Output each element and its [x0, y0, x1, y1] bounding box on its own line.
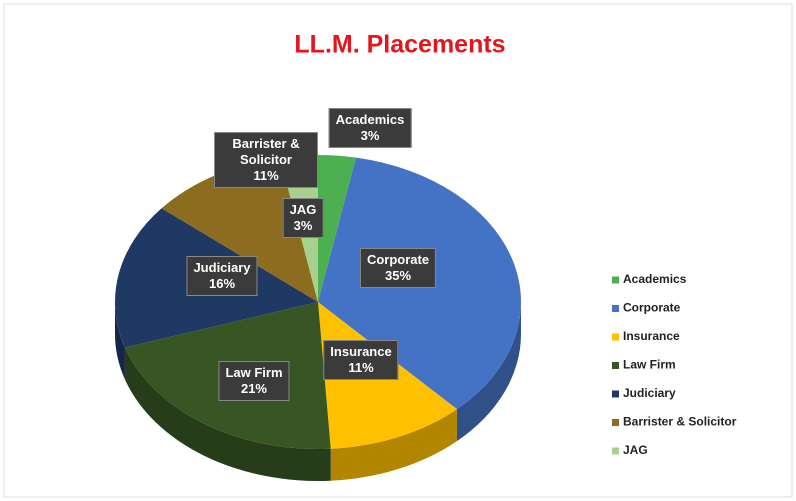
- slice-side: [115, 302, 125, 380]
- data-label: Academics 3%: [328, 108, 412, 148]
- data-label-value: 11%: [253, 168, 279, 183]
- legend-swatch: [612, 276, 619, 284]
- data-label-name: Law Firm: [225, 365, 283, 380]
- chart-title: LL.M. Placements: [294, 31, 505, 59]
- legend-swatch: [612, 362, 619, 369]
- data-label: Corporate 35%: [359, 248, 437, 288]
- slice: [318, 155, 357, 302]
- slice-side: [124, 347, 331, 481]
- data-label-name: Academics: [335, 112, 405, 127]
- data-label-value: 21%: [240, 381, 268, 396]
- data-label-name: Barrister & Solicitor: [232, 136, 300, 167]
- data-label-name: Insurance: [330, 344, 392, 359]
- data-label-value: 11%: [348, 360, 374, 375]
- data-label-name: Corporate: [366, 252, 430, 267]
- slice-side: [330, 409, 457, 481]
- legend-swatch: [612, 305, 619, 312]
- legend-label: Corporate: [623, 301, 681, 315]
- legend-label: Judiciary: [623, 386, 676, 400]
- data-label: Law Firm 21%: [218, 361, 290, 401]
- data-label: JAG 3%: [282, 198, 324, 238]
- data-label-value: 3%: [293, 218, 313, 233]
- data-label: Barrister & Solicitor 11%: [214, 132, 318, 188]
- data-label-value: 3%: [360, 128, 380, 143]
- legend-label: Barrister & Solicitor: [623, 415, 737, 429]
- data-label: Judiciary 16%: [186, 256, 258, 296]
- legend-label: JAG: [623, 443, 648, 457]
- legend-label: Academics: [623, 272, 687, 286]
- data-label-value: 16%: [208, 276, 236, 291]
- legend-swatch: [612, 447, 619, 455]
- legend-swatch: [612, 419, 619, 426]
- legend-swatch: [612, 333, 619, 341]
- legend-label: Law Firm: [623, 358, 676, 372]
- data-label: Insurance 11%: [323, 340, 399, 380]
- data-label-name: JAG: [289, 202, 317, 217]
- data-label-name: Judiciary: [193, 260, 251, 275]
- slice: [161, 157, 318, 302]
- slice-side: [456, 302, 521, 442]
- data-label-value: 35%: [384, 268, 412, 283]
- legend-label: Insurance: [623, 329, 680, 343]
- legend-swatch: [612, 390, 619, 398]
